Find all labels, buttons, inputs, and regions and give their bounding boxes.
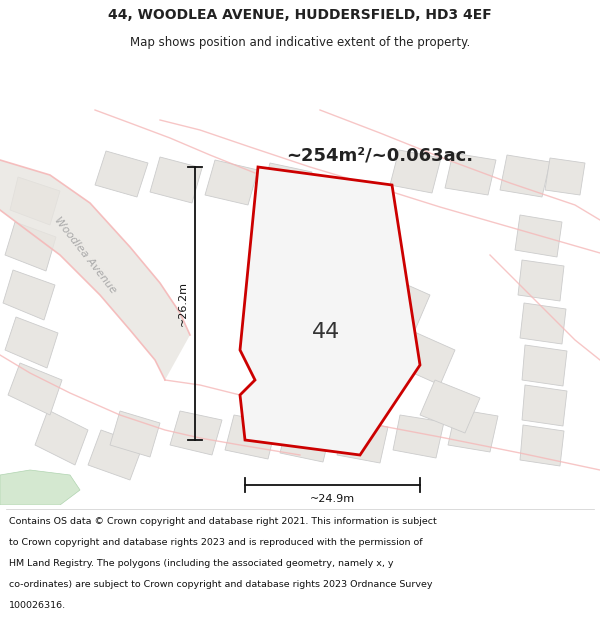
Text: ~26.2m: ~26.2m bbox=[178, 281, 188, 326]
Polygon shape bbox=[545, 158, 585, 195]
Polygon shape bbox=[110, 411, 160, 457]
Polygon shape bbox=[10, 177, 60, 225]
Polygon shape bbox=[500, 155, 550, 197]
Polygon shape bbox=[5, 317, 58, 368]
Text: HM Land Registry. The polygons (including the associated geometry, namely x, y: HM Land Registry. The polygons (includin… bbox=[9, 559, 394, 568]
Polygon shape bbox=[170, 411, 222, 455]
Polygon shape bbox=[518, 260, 564, 301]
Polygon shape bbox=[35, 410, 88, 465]
Text: ~24.9m: ~24.9m bbox=[310, 494, 355, 504]
Text: co-ordinates) are subject to Crown copyright and database rights 2023 Ordnance S: co-ordinates) are subject to Crown copyr… bbox=[9, 580, 433, 589]
Polygon shape bbox=[337, 419, 388, 463]
Polygon shape bbox=[260, 163, 312, 207]
Polygon shape bbox=[280, 417, 332, 462]
Polygon shape bbox=[520, 303, 566, 344]
Polygon shape bbox=[522, 385, 567, 426]
Polygon shape bbox=[240, 167, 420, 455]
Polygon shape bbox=[205, 160, 258, 205]
Polygon shape bbox=[393, 415, 444, 458]
Polygon shape bbox=[88, 430, 143, 480]
Polygon shape bbox=[150, 157, 202, 203]
Text: 44, WOODLEA AVENUE, HUDDERSFIELD, HD3 4EF: 44, WOODLEA AVENUE, HUDDERSFIELD, HD3 4E… bbox=[108, 8, 492, 22]
Polygon shape bbox=[0, 470, 80, 505]
Polygon shape bbox=[515, 215, 562, 257]
Polygon shape bbox=[310, 230, 370, 285]
Polygon shape bbox=[522, 345, 567, 386]
Polygon shape bbox=[95, 151, 148, 197]
Polygon shape bbox=[3, 270, 55, 320]
Polygon shape bbox=[225, 415, 277, 459]
Text: Map shows position and indicative extent of the property.: Map shows position and indicative extent… bbox=[130, 36, 470, 49]
Text: Contains OS data © Crown copyright and database right 2021. This information is : Contains OS data © Crown copyright and d… bbox=[9, 517, 437, 526]
Polygon shape bbox=[448, 409, 498, 452]
Polygon shape bbox=[370, 275, 430, 330]
Polygon shape bbox=[445, 153, 496, 195]
Text: 44: 44 bbox=[312, 322, 340, 342]
Polygon shape bbox=[395, 330, 455, 385]
Polygon shape bbox=[520, 425, 564, 466]
Polygon shape bbox=[0, 160, 190, 380]
Polygon shape bbox=[8, 363, 62, 415]
Text: 100026316.: 100026316. bbox=[9, 601, 66, 610]
Polygon shape bbox=[5, 222, 56, 271]
Text: ~254m²/~0.063ac.: ~254m²/~0.063ac. bbox=[286, 146, 473, 164]
Text: to Crown copyright and database rights 2023 and is reproduced with the permissio: to Crown copyright and database rights 2… bbox=[9, 538, 422, 547]
Polygon shape bbox=[390, 150, 441, 193]
Text: Woodlea Avenue: Woodlea Avenue bbox=[52, 215, 118, 295]
Polygon shape bbox=[420, 380, 480, 433]
